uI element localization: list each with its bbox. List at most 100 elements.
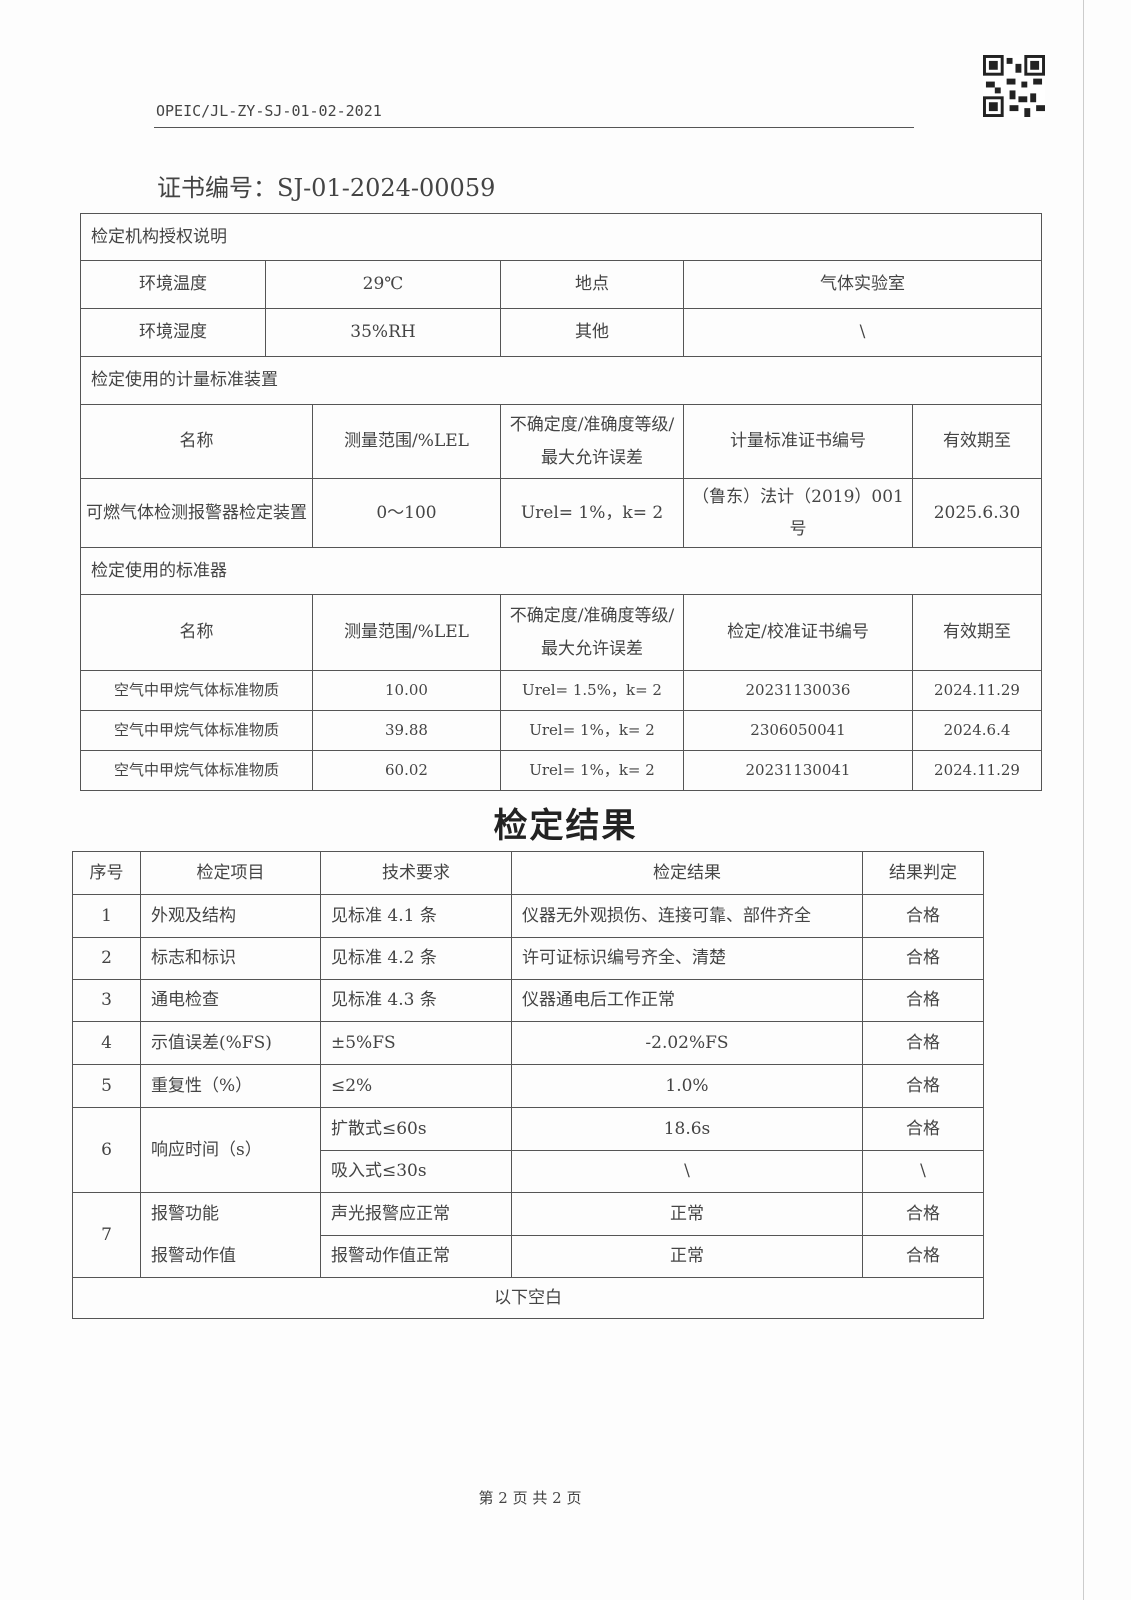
standard-name: 空气中甲烷气体标准物质: [80, 710, 313, 751]
table-row: 3 通电检查 见标准 4.3 条仪器通电后工作正常 合格: [72, 979, 984, 1022]
env-temp-label: 环境温度: [80, 260, 266, 309]
table-row: 1 外观及结构 见标准 4.1 条仪器无外观损伤、连接可靠、部件齐全 合格: [72, 894, 984, 938]
row-result: 仪器无外观损伤、连接可靠、部件齐全: [511, 894, 863, 938]
standard-range: 10.00: [312, 670, 501, 711]
header-valid-until: 有效期至: [912, 404, 1042, 479]
other-label: 其他: [500, 308, 684, 357]
row-result: 18.6s: [511, 1107, 863, 1151]
row-requirement: 见标准 4.2 条: [320, 937, 512, 980]
header-divider: [154, 127, 914, 128]
other-value: \: [683, 308, 1042, 357]
row-verdict: 合格: [862, 894, 984, 938]
standard-device-title: 检定使用的计量标准装置: [80, 356, 1042, 405]
standard-name: 空气中甲烷气体标准物质: [80, 670, 313, 711]
row-item: 标志和标识: [140, 937, 321, 980]
document-code: OPEIC/JL-ZY-SJ-01-02-2021: [156, 102, 382, 120]
row-no: 7: [72, 1192, 141, 1278]
row-item: 示值误差(%FS): [140, 1021, 321, 1065]
table-row: 2 标志和标识 见标准 4.2 条许可证标识编号齐全、清楚 合格: [72, 937, 984, 980]
env-hum-label: 环境湿度: [80, 308, 266, 357]
table-row: 空气中甲烷气体标准物质 39.88 Urel= 1%，k= 2 2306050041 2…: [80, 710, 1042, 751]
table-row: 空气中甲烷气体标准物质 10.00 Urel= 1.5%，k= 2 202311300…: [80, 670, 1042, 711]
row-requirement: 见标准 4.3 条: [320, 979, 512, 1022]
header-no: 序号: [72, 851, 141, 895]
row-result: -2.02%FS: [511, 1021, 863, 1065]
row-requirement: 扩散式≤60s: [320, 1107, 512, 1151]
table-row: 空气中甲烷气体标准物质 60.02 Urel= 1%，k= 2 20231130041…: [80, 750, 1042, 791]
row-requirement: 声光报警应正常: [320, 1192, 512, 1236]
cert-value: SJ-01-2024-00059: [277, 174, 496, 202]
row-result: 1.0%: [511, 1064, 863, 1108]
blank-below-note: 以下空白: [72, 1277, 984, 1319]
certificate-number: 证书编号：SJ-01-2024-00059: [157, 168, 495, 203]
standards-title: 检定使用的标准器: [80, 547, 1042, 595]
standard-range: 39.88: [312, 710, 501, 751]
header-verdict: 结果判定: [862, 851, 984, 895]
env-temp-value: 29℃: [265, 260, 501, 309]
row-result: 许可证标识编号齐全、清楚: [511, 937, 863, 980]
row-verdict: 合格: [862, 1235, 984, 1278]
device-valid-until: 2025.6.30: [912, 478, 1042, 548]
standard-name: 空气中甲烷气体标准物质: [80, 750, 313, 791]
row-no: 2: [72, 937, 141, 980]
row-verdict: 合格: [862, 1064, 984, 1108]
standard-cert-no: 20231130041: [683, 750, 913, 791]
row-verdict: \: [862, 1150, 984, 1193]
row-item: 响应时间（s）: [140, 1107, 321, 1193]
row-item: 重复性（%）: [140, 1064, 321, 1108]
standard-uncertainty: Urel= 1%，k= 2: [500, 750, 684, 791]
standard-uncertainty: Urel= 1.5%，k= 2: [500, 670, 684, 711]
row-verdict: 合格: [862, 979, 984, 1022]
row-no: 5: [72, 1064, 141, 1108]
header-requirement: 技术要求: [320, 851, 512, 895]
standard-range: 60.02: [312, 750, 501, 791]
row-requirement: 报警动作值正常: [320, 1235, 512, 1278]
table-row: 7 报警功能 声光报警应正常 正常 合格: [72, 1192, 984, 1278]
header-result: 检定结果: [511, 851, 863, 895]
header-uncertainty: 不确定度/准确度等级/最大允许误差: [500, 594, 684, 671]
row-requirement: ≤2%: [320, 1064, 512, 1108]
standard-valid-until: 2024.11.29: [912, 670, 1042, 711]
device-uncertainty: Urel= 1%，k= 2: [500, 478, 684, 548]
results-table: 序号 检定项目 技术要求 检定结果 结果判定 1 外观及结构 见标准 4.1 条仪器无外观损…: [72, 851, 984, 1319]
device-name: 可燃气体检测报警器检定装置: [80, 478, 313, 548]
header-uncertainty: 不确定度/准确度等级/最大允许误差: [500, 404, 684, 479]
qr-code: [983, 55, 1045, 117]
row-item: 报警功能: [140, 1192, 321, 1236]
row-verdict: 合格: [862, 1021, 984, 1065]
standard-cert-no: 2306050041: [683, 710, 913, 751]
table-row: 报警动作值 报警动作值正常 正常 合格: [73, 1235, 984, 1278]
table-row: 5 重复性（%） ≤2% 1.0% 合格: [72, 1064, 984, 1108]
scan-edge: [1083, 0, 1084, 1600]
device-cert-no: （鲁东）法计（2019）001 号: [683, 478, 913, 548]
header-name: 名称: [80, 404, 313, 479]
header-valid-until: 有效期至: [912, 594, 1042, 671]
header-name: 名称: [80, 594, 313, 671]
location-value: 气体实验室: [683, 260, 1042, 309]
results-title: 检定结果: [493, 806, 638, 846]
row-verdict: 合格: [862, 1192, 984, 1236]
table-row: 6 响应时间（s） 扩散式≤60s 18.6s 合格: [72, 1107, 984, 1193]
row-no: 6: [72, 1107, 141, 1193]
header-cert-no: 检定/校准证书编号: [683, 594, 913, 671]
row-no: 3: [72, 979, 141, 1022]
row-result: 仪器通电后工作正常: [511, 979, 863, 1022]
row-requirement: 见标准 4.1 条: [320, 894, 512, 938]
row-no: 1: [72, 894, 141, 938]
row-no: 4: [72, 1021, 141, 1065]
env-hum-value: 35%RH: [265, 308, 501, 357]
auth-section-title: 检定机构授权说明: [80, 213, 1042, 261]
row-item: 报警动作值: [140, 1235, 321, 1278]
location-label: 地点: [500, 260, 684, 309]
row-result: 正常: [511, 1235, 863, 1278]
calibration-info-table: 检定机构授权说明 环境温度 29℃ 地点 气体实验室 环境湿度 35%RH 其他 \ 检定使…: [80, 213, 1042, 791]
standard-cert-no: 20231130036: [683, 670, 913, 711]
row-item: 外观及结构: [140, 894, 321, 938]
header-range: 测量范围/%LEL: [312, 594, 501, 671]
table-row: 吸入式≤30s \ \: [73, 1150, 984, 1193]
standard-uncertainty: Urel= 1%，k= 2: [500, 710, 684, 751]
row-item: 通电检查: [140, 979, 321, 1022]
header-cert-no: 计量标准证书编号: [683, 404, 913, 479]
header-item: 检定项目: [140, 851, 321, 895]
